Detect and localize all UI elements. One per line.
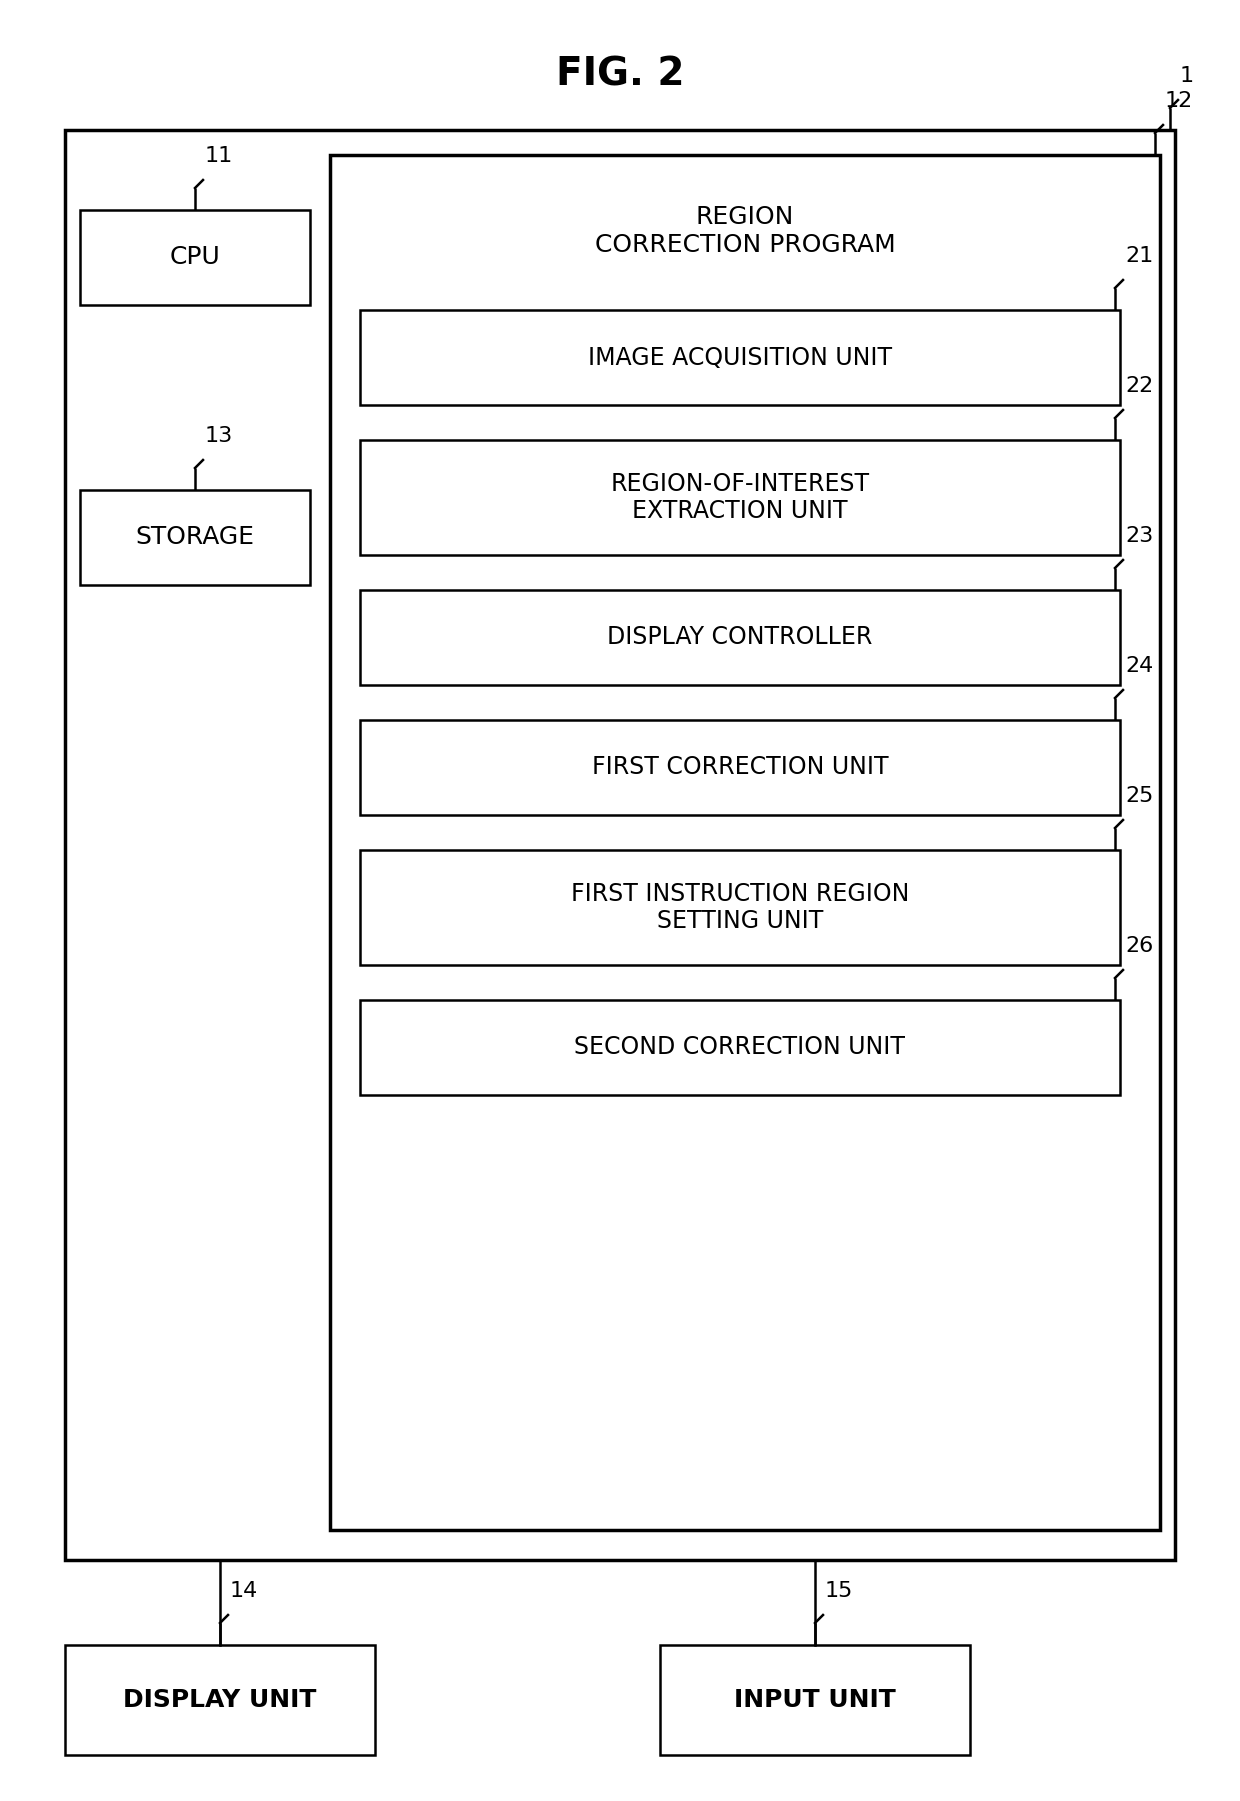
- Text: FIG. 2: FIG. 2: [556, 56, 684, 94]
- Bar: [660, 1644, 970, 1754]
- Text: 26: 26: [1125, 937, 1153, 956]
- Bar: [81, 211, 310, 304]
- Text: 24: 24: [1125, 656, 1153, 675]
- Text: FIRST INSTRUCTION REGION
SETTING UNIT: FIRST INSTRUCTION REGION SETTING UNIT: [570, 882, 909, 933]
- Text: 25: 25: [1125, 785, 1153, 807]
- Bar: [64, 130, 1176, 1560]
- Bar: [330, 155, 1159, 1531]
- Text: 11: 11: [205, 146, 233, 166]
- Text: INPUT UNIT: INPUT UNIT: [734, 1688, 895, 1713]
- Text: 1: 1: [1180, 67, 1194, 86]
- Bar: [360, 850, 1120, 965]
- Text: FIRST CORRECTION UNIT: FIRST CORRECTION UNIT: [591, 755, 888, 780]
- Text: DISPLAY CONTROLLER: DISPLAY CONTROLLER: [608, 625, 873, 650]
- Bar: [360, 310, 1120, 405]
- Text: 22: 22: [1125, 376, 1153, 396]
- Text: 12: 12: [1166, 92, 1193, 112]
- Bar: [64, 1644, 374, 1754]
- Bar: [360, 720, 1120, 816]
- Text: CPU: CPU: [170, 245, 221, 270]
- Text: IMAGE ACQUISITION UNIT: IMAGE ACQUISITION UNIT: [588, 346, 892, 369]
- Text: REGION
CORRECTION PROGRAM: REGION CORRECTION PROGRAM: [595, 205, 895, 258]
- Text: 14: 14: [229, 1581, 258, 1601]
- Text: REGION-OF-INTEREST
EXTRACTION UNIT: REGION-OF-INTEREST EXTRACTION UNIT: [610, 472, 869, 524]
- Text: 21: 21: [1125, 247, 1153, 267]
- Text: DISPLAY UNIT: DISPLAY UNIT: [123, 1688, 316, 1713]
- Bar: [360, 591, 1120, 684]
- Text: STORAGE: STORAGE: [135, 526, 254, 549]
- Bar: [360, 1000, 1120, 1095]
- Text: 23: 23: [1125, 526, 1153, 546]
- Bar: [81, 490, 310, 585]
- Text: SECOND CORRECTION UNIT: SECOND CORRECTION UNIT: [574, 1036, 905, 1059]
- Text: 13: 13: [205, 427, 233, 447]
- Bar: [360, 439, 1120, 555]
- Text: 15: 15: [825, 1581, 853, 1601]
